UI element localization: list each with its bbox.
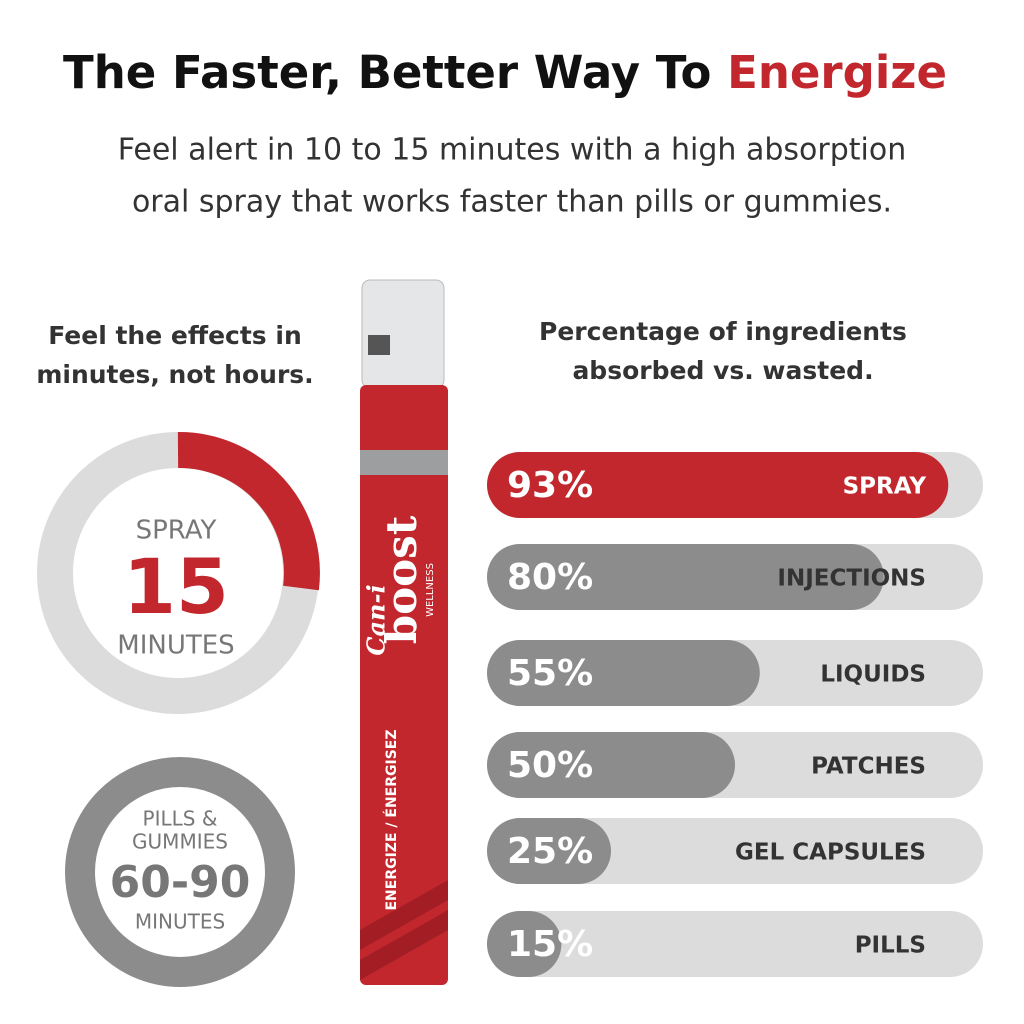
value-label: 50% <box>507 745 593 786</box>
chart-title: absorbed vs. wasted. <box>572 356 873 385</box>
bar-chart: 93% SPRAY 80% INJECTIONS 55% LIQUIDS 50% PATCHE… <box>487 452 983 977</box>
bar <box>487 911 562 977</box>
pills-label: PILLS & <box>143 807 218 831</box>
bar <box>487 818 611 884</box>
spray-unit: MINUTES <box>117 631 234 661</box>
value-label: 80% <box>507 557 593 598</box>
flavor: ENERGIZE / ÉNERGISEZ <box>383 729 400 910</box>
spray-arc <box>177 431 320 591</box>
bar-track <box>487 911 983 977</box>
brand: boost <box>377 515 426 644</box>
stripes <box>360 880 448 980</box>
bar-track <box>487 818 983 884</box>
bar <box>487 732 735 798</box>
title-highlight: Energize <box>727 46 947 99</box>
spray-number: 15 <box>123 542 229 631</box>
brand-prefix: Can-i <box>362 584 391 655</box>
pills-number: 60-90 <box>110 857 251 908</box>
pills-unit: MINUTES <box>135 910 225 934</box>
value-label: 25% <box>507 831 593 872</box>
tube <box>360 385 448 985</box>
value-label: 55% <box>507 653 593 694</box>
pills-ring <box>65 757 295 987</box>
chart-title: Percentage of ingredients <box>539 317 907 346</box>
nozzle <box>368 335 390 355</box>
left-heading: Feel the effects in <box>48 321 302 350</box>
value-label: 15% <box>507 924 593 965</box>
category-label: SPRAY <box>843 474 927 500</box>
value-label: 93% <box>507 465 593 506</box>
bar <box>487 452 949 518</box>
subtitle: oral spray that works faster than pills … <box>132 185 892 220</box>
brand-line: WELLNESS <box>425 563 436 617</box>
band <box>360 450 448 475</box>
category-label: LIQUIDS <box>820 662 926 688</box>
bar <box>487 544 884 610</box>
bar <box>487 640 760 706</box>
left-heading: minutes, not hours. <box>36 360 313 389</box>
category-label: PATCHES <box>811 754 926 780</box>
cap <box>361 279 445 389</box>
spray-label: SPRAY <box>136 516 217 546</box>
category-label: PILLS <box>855 933 926 959</box>
category-label: INJECTIONS <box>777 566 926 592</box>
product: Can-i boost WELLNESS ENERGIZE / ÉNERGISE… <box>360 279 448 985</box>
pills-label: GUMMIES <box>132 830 228 854</box>
subtitle: Feel alert in 10 to 15 minutes with a hi… <box>118 133 906 168</box>
category-label: GEL CAPSULES <box>735 840 926 866</box>
title-text: The Faster, Better Way To <box>63 46 711 99</box>
title: The Faster, Better Way To Energize <box>63 46 947 99</box>
